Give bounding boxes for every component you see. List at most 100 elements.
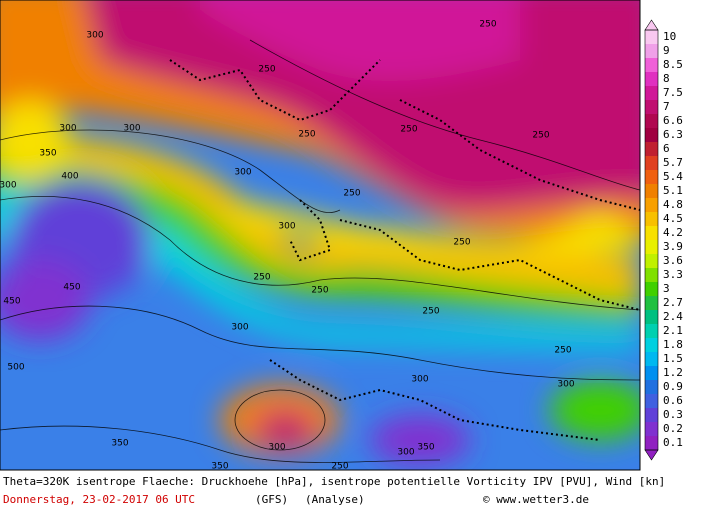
footer: Theta=320K isentrope Flaeche: Druckhoehe… <box>3 475 665 506</box>
colorbar-label: 9 <box>663 44 670 57</box>
colorbar-label: 6.6 <box>663 114 683 127</box>
colorbar-label: 0.6 <box>663 394 683 407</box>
contour-label: 450 <box>63 283 80 293</box>
contour-label: 250 <box>532 131 549 141</box>
colorbar-band <box>645 296 658 310</box>
colorbar: 1098.587.576.66.365.75.45.14.84.54.23.93… <box>644 19 683 461</box>
colorbar-label: 3 <box>663 282 670 295</box>
contour-label: 250 <box>311 286 328 296</box>
contour-label: 250 <box>400 125 417 135</box>
contour-label: 350 <box>111 439 128 449</box>
colorbar-band <box>645 436 658 450</box>
colorbar-band <box>645 184 658 198</box>
contour-label: 300 <box>86 31 103 41</box>
colorbar-band <box>645 352 658 366</box>
colorbar-band <box>645 380 658 394</box>
contour-label: 300 <box>59 124 76 134</box>
source: © www.wetter3.de <box>483 493 589 506</box>
colorbar-band <box>645 268 658 282</box>
date: Donnerstag, 23-02-2017 06 UTC <box>3 493 195 506</box>
contour-label: 350 <box>211 462 228 472</box>
colorbar-band <box>645 44 658 58</box>
colorbar-band <box>645 226 658 240</box>
colorbar-label: 0.9 <box>663 380 683 393</box>
contour-label: 300 <box>557 380 574 390</box>
colorbar-label: 3.3 <box>663 268 683 281</box>
colorbar-frame <box>644 29 659 451</box>
colorbar-band <box>645 310 658 324</box>
colorbar-label: 0.1 <box>663 436 683 449</box>
colorbar-band <box>645 282 658 296</box>
colorbar-band <box>645 114 658 128</box>
colorbar-label: 4.2 <box>663 226 683 239</box>
colorbar-label: 2.7 <box>663 296 683 309</box>
colorbar-label: 0.2 <box>663 422 683 435</box>
run: (Analyse) <box>305 493 365 506</box>
colorbar-label: 4.5 <box>663 212 683 225</box>
contour-label: 450 <box>3 297 20 307</box>
colorbar-band <box>645 142 658 156</box>
contour-label: 350 <box>417 443 434 453</box>
contour-label: 500 <box>7 363 24 373</box>
description: Theta=320K isentrope Flaeche: Druckhoehe… <box>3 475 665 488</box>
contour-label: 350 <box>39 149 56 159</box>
contour-label: 300 <box>278 222 295 232</box>
colorbar-label: 2.4 <box>663 310 683 323</box>
map-frame <box>0 0 641 471</box>
colorbar-band <box>645 100 658 114</box>
colorbar-band <box>645 58 658 72</box>
contour-label: 250 <box>253 273 270 283</box>
colorbar-label: 1.5 <box>663 352 683 365</box>
colorbar-band <box>645 156 658 170</box>
colorbar-label: 3.9 <box>663 240 683 253</box>
colorbar-band <box>645 30 658 44</box>
colorbar-band <box>645 240 658 254</box>
colorbar-band <box>645 198 658 212</box>
colorbar-label: 3.6 <box>663 254 683 267</box>
contour-label: 300 <box>268 443 285 453</box>
contour-label: 250 <box>298 130 315 140</box>
colorbar-band <box>645 254 658 268</box>
colorbar-label: 6 <box>663 142 670 155</box>
colorbar-label: 6.3 <box>663 128 683 141</box>
colorbar-band <box>645 72 658 86</box>
colorbar-band <box>645 366 658 380</box>
contour-label: 300 <box>397 448 414 458</box>
colorbar-label: 8.5 <box>663 58 683 71</box>
colorbar-label: 2.1 <box>663 324 683 337</box>
contour-label: 400 <box>61 172 78 182</box>
colorbar-label: 1.8 <box>663 338 683 351</box>
colorbar-label: 8 <box>663 72 670 85</box>
contour-label: 300 <box>411 375 428 385</box>
colorbar-label: 7.5 <box>663 86 683 99</box>
contour-label: 250 <box>258 65 275 75</box>
colorbar-band <box>645 324 658 338</box>
contour-label: 250 <box>453 238 470 248</box>
contour-label: 250 <box>422 307 439 317</box>
contour-label: 250 <box>343 189 360 199</box>
colorbar-label: 5.1 <box>663 184 683 197</box>
contour-label: 300 <box>0 181 17 191</box>
colorbar-band <box>645 394 658 408</box>
colorbar-label: 10 <box>663 30 676 43</box>
colorbar-band <box>645 408 658 422</box>
colorbar-label: 0.3 <box>663 408 683 421</box>
contour-label: 300 <box>123 124 140 134</box>
contour-label: 250 <box>479 20 496 30</box>
contour-label: 300 <box>234 168 251 178</box>
model: (GFS) <box>255 493 288 506</box>
colorbar-band <box>645 212 658 226</box>
colorbar-label: 5.4 <box>663 170 683 183</box>
contour-label: 250 <box>554 346 571 356</box>
colorbar-band <box>645 422 658 436</box>
colorbar-label: 5.7 <box>663 156 683 169</box>
colorbar-band <box>645 338 658 352</box>
colorbar-band <box>645 128 658 142</box>
colorbar-label: 4.8 <box>663 198 683 211</box>
colorbar-label: 1.2 <box>663 366 683 379</box>
contour-label: 300 <box>231 323 248 333</box>
contour-label: 250 <box>331 462 348 472</box>
colorbar-label: 7 <box>663 100 670 113</box>
